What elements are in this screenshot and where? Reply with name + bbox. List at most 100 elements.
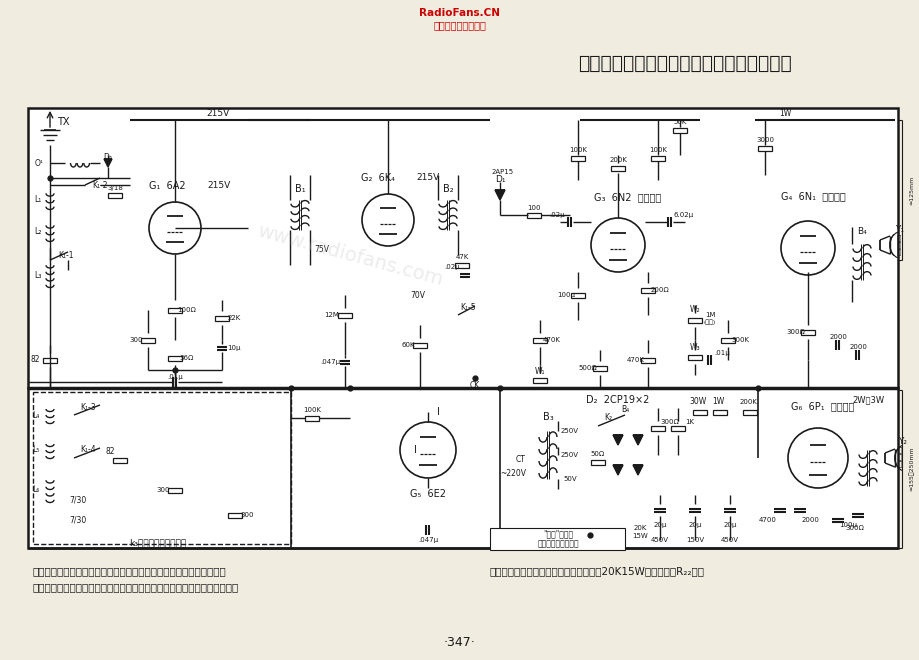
- Text: L₅: L₅: [32, 446, 40, 455]
- Text: K₂: K₂: [603, 414, 611, 422]
- Bar: [651, 156, 664, 160]
- Text: 300: 300: [156, 487, 170, 493]
- Text: 7/30: 7/30: [69, 515, 86, 525]
- Bar: [673, 127, 686, 133]
- Text: 215V: 215V: [207, 182, 231, 191]
- Text: TX: TX: [57, 117, 70, 127]
- Text: 100K: 100K: [648, 147, 666, 153]
- Text: 50Ω: 50Ω: [590, 451, 605, 457]
- Bar: [610, 166, 624, 170]
- Text: 2000: 2000: [848, 344, 866, 350]
- Text: ·347·: ·347·: [444, 636, 475, 649]
- Bar: [141, 337, 154, 343]
- Text: 扬: 扬: [896, 235, 901, 242]
- Bar: [687, 354, 701, 360]
- Text: 200K: 200K: [608, 157, 626, 163]
- Text: 1K: 1K: [685, 419, 694, 425]
- Text: 450V: 450V: [651, 537, 668, 543]
- Text: 150V: 150V: [686, 537, 703, 543]
- Text: .01μ: .01μ: [167, 374, 183, 380]
- Text: .02μ: .02μ: [549, 212, 564, 218]
- Bar: [527, 213, 540, 218]
- Text: 能达到随意选择音色的要求，且电路简单，节省开支，安装用红灯底板，如: 能达到随意选择音色的要求，且电路简单，节省开支，安装用红灯底板，如: [33, 582, 239, 592]
- Text: K₁-5: K₁-5: [460, 304, 475, 312]
- Text: www.radiofans.com: www.radiofans.com: [255, 221, 445, 289]
- Text: 1W: 1W: [711, 397, 723, 407]
- Text: 300Ω: 300Ω: [845, 525, 864, 531]
- Polygon shape: [632, 435, 642, 445]
- Text: 50K: 50K: [673, 119, 686, 125]
- Text: K₁-1: K₁-1: [58, 251, 74, 259]
- Text: .01μ: .01μ: [713, 350, 729, 356]
- Text: 300Ω: 300Ω: [786, 329, 804, 335]
- Text: 300: 300: [240, 512, 254, 518]
- Text: 6.02μ: 6.02μ: [674, 212, 693, 218]
- Text: CK: CK: [470, 381, 480, 389]
- Text: L₁: L₁: [35, 195, 42, 205]
- Text: B₃: B₃: [542, 412, 552, 422]
- Text: 100K: 100K: [302, 407, 321, 413]
- Bar: [692, 409, 706, 414]
- Text: 1W: 1W: [778, 108, 790, 117]
- Text: W₃: W₃: [689, 343, 699, 352]
- Text: ≈125mm: ≈125mm: [909, 176, 913, 205]
- Text: 100Ω: 100Ω: [177, 307, 197, 313]
- Text: 2000: 2000: [800, 517, 818, 523]
- Text: 20μ: 20μ: [652, 522, 666, 528]
- Text: G₂  6K₄: G₂ 6K₄: [360, 173, 394, 183]
- Text: 215V: 215V: [416, 174, 439, 183]
- Text: I: I: [437, 407, 439, 417]
- Text: 82: 82: [30, 356, 40, 364]
- Bar: [571, 292, 584, 298]
- Bar: [712, 409, 726, 414]
- Text: 器: 器: [897, 461, 902, 467]
- Polygon shape: [632, 465, 642, 475]
- Text: 10μ: 10μ: [227, 345, 241, 351]
- Text: O¹: O¹: [35, 158, 44, 168]
- Text: 75V: 75V: [314, 246, 329, 255]
- Text: CT: CT: [516, 455, 526, 465]
- Text: 36Ω: 36Ω: [179, 355, 194, 361]
- Text: Y₂: Y₂: [897, 438, 906, 447]
- Polygon shape: [612, 465, 622, 475]
- Text: B₂: B₂: [442, 184, 453, 194]
- Bar: [571, 156, 584, 160]
- Bar: [455, 263, 469, 267]
- Text: 30W: 30W: [688, 397, 706, 407]
- Text: 100K: 100K: [568, 147, 586, 153]
- Bar: [228, 513, 242, 517]
- Text: 215V: 215V: [206, 108, 230, 117]
- Text: 3000: 3000: [755, 137, 773, 143]
- Text: D₁: D₁: [494, 176, 505, 185]
- Text: G₃  6N2  电压放大: G₃ 6N2 电压放大: [594, 192, 661, 202]
- Text: 82: 82: [105, 447, 115, 457]
- Text: 2AP15: 2AP15: [492, 169, 514, 175]
- Text: RadioFans.CN: RadioFans.CN: [419, 8, 500, 18]
- Bar: [113, 457, 127, 463]
- Text: 2000: 2000: [828, 334, 846, 340]
- Bar: [168, 308, 182, 312]
- Text: 450V: 450V: [720, 537, 738, 543]
- Text: 嫌整流输出电压过高，可按虚线接入一个20K15W泄放电际（R₂₂）。: 嫌整流输出电压过高，可按虚线接入一个20K15W泄放电际（R₂₂）。: [490, 566, 704, 576]
- Text: 2W～3W: 2W～3W: [851, 395, 883, 405]
- Text: 红灯派生型交流六管二波段双频道仿立体声: 红灯派生型交流六管二波段双频道仿立体声: [577, 53, 791, 73]
- Text: B₄: B₄: [857, 228, 866, 236]
- Text: 470K: 470K: [627, 357, 644, 363]
- Text: 4700: 4700: [758, 517, 776, 523]
- Text: k₃波段开关在中波位置: k₃波段开关在中波位置: [130, 539, 187, 548]
- Text: I: I: [414, 445, 416, 455]
- Text: .047μ: .047μ: [417, 537, 437, 543]
- Text: 200K: 200K: [738, 399, 756, 405]
- Text: G₅  6E2: G₅ 6E2: [410, 489, 446, 499]
- Bar: [743, 409, 756, 414]
- Text: 声: 声: [897, 453, 902, 460]
- Text: 20K
15W: 20K 15W: [631, 525, 647, 539]
- Text: L₃: L₃: [35, 271, 42, 279]
- Text: G₆  6P₁  低音放大: G₆ 6P₁ 低音放大: [790, 401, 854, 411]
- Text: (高音): (高音): [703, 319, 715, 325]
- Bar: [168, 488, 182, 492]
- Text: 20μ: 20μ: [687, 522, 701, 528]
- Text: .02μ: .02μ: [444, 264, 460, 270]
- Text: 300K: 300K: [731, 337, 748, 343]
- Text: L₄: L₄: [33, 411, 40, 420]
